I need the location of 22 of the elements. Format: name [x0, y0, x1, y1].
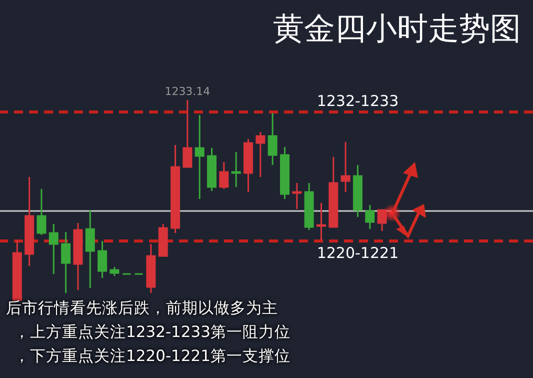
text: ，上方重点关注1232-1233第一阻力位 — [13, 322, 290, 343]
annotation: 1220-1221 — [316, 244, 399, 262]
candlestick — [194, 114, 204, 200]
candlestick — [268, 112, 278, 166]
candlestick — [365, 204, 375, 230]
annotation: 后市行情看先涨后跌，前期以做多为主 — [6, 298, 279, 319]
candlestick — [85, 209, 95, 289]
text: ，下方重点关注1220-1221第一支撑位 — [13, 346, 290, 367]
candlestick — [219, 161, 229, 190]
chart-title: 黄金四小时走势图 — [273, 10, 521, 49]
annotation: 1232-1233 — [316, 92, 399, 110]
candlestick — [292, 182, 302, 210]
candlestick — [61, 231, 71, 294]
candlestick — [98, 240, 108, 279]
candlestick — [256, 131, 266, 178]
text: 1233.14 — [164, 85, 210, 98]
candlestick — [340, 141, 350, 193]
candlestick — [231, 151, 241, 188]
candlestick — [36, 188, 46, 236]
candlestick — [182, 99, 192, 168]
candlestick — [316, 202, 326, 241]
candlestick — [48, 223, 58, 275]
